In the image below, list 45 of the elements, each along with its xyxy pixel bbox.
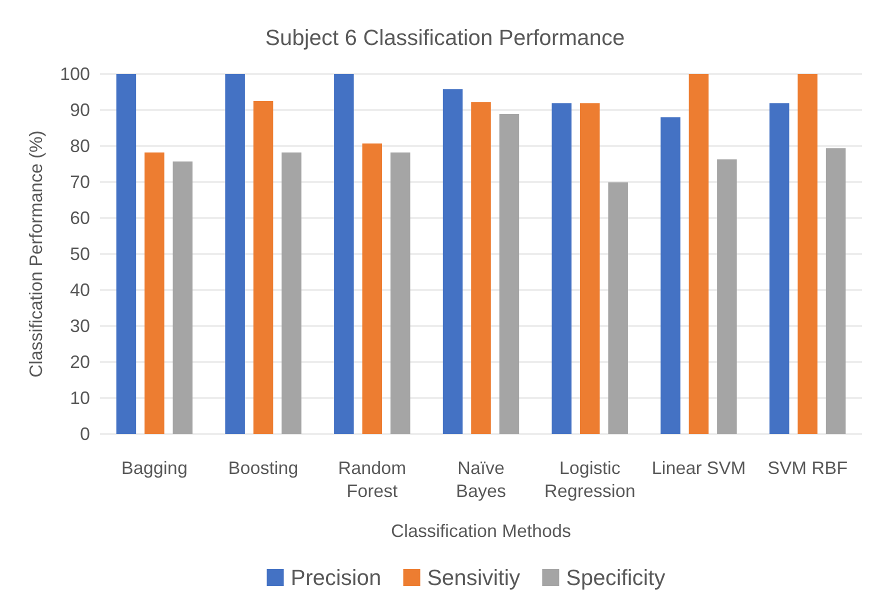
x-axis-title: Classification Methods <box>390 521 572 541</box>
legend-label: Sensivitiy <box>427 565 520 590</box>
bar <box>334 74 354 434</box>
bar <box>717 159 737 434</box>
x-tick-label: Logistic Regression <box>544 458 636 501</box>
bar <box>282 152 302 434</box>
y-tick-label: 100 <box>60 64 90 84</box>
legend-label: Precision <box>290 565 382 590</box>
bar <box>552 103 572 434</box>
bar <box>499 114 520 434</box>
bar <box>660 117 680 434</box>
bar <box>769 103 790 434</box>
legend-label: Specificity <box>566 565 666 590</box>
bar <box>172 161 193 434</box>
y-tick-label: 60 <box>70 208 90 228</box>
x-tick-label: Linear SVM <box>652 458 746 478</box>
bar <box>826 148 846 434</box>
bar <box>442 89 463 434</box>
y-tick-label: 10 <box>70 388 90 408</box>
chart-title: Subject 6 Classification Performance <box>265 25 625 50</box>
y-tick-label: 0 <box>80 424 90 444</box>
bar <box>390 152 410 434</box>
bar <box>688 74 709 434</box>
x-tick-label: Boosting <box>228 458 298 478</box>
y-tick-label: 50 <box>70 244 90 264</box>
bar <box>580 103 600 434</box>
y-tick-label: 20 <box>70 352 90 372</box>
bar <box>225 74 245 434</box>
y-tick-label: 40 <box>70 280 90 300</box>
bar <box>608 182 628 434</box>
bar <box>471 102 491 434</box>
y-tick-label: 70 <box>70 172 90 192</box>
y-axis-title: Classification Performance (%) <box>26 130 46 378</box>
bar <box>144 152 164 434</box>
x-tick-label: Random Forest <box>338 458 406 501</box>
y-tick-label: 30 <box>70 316 90 336</box>
bar <box>253 101 274 434</box>
x-tick-label: SVM RBF <box>768 458 848 478</box>
y-tick-label: 90 <box>70 100 90 120</box>
bar <box>798 74 818 434</box>
bar <box>362 143 382 434</box>
y-tick-label: 80 <box>70 136 90 156</box>
x-tick-label: Bagging <box>121 458 188 478</box>
bar <box>116 74 136 434</box>
x-tick-label: Naïve Bayes <box>456 458 506 501</box>
